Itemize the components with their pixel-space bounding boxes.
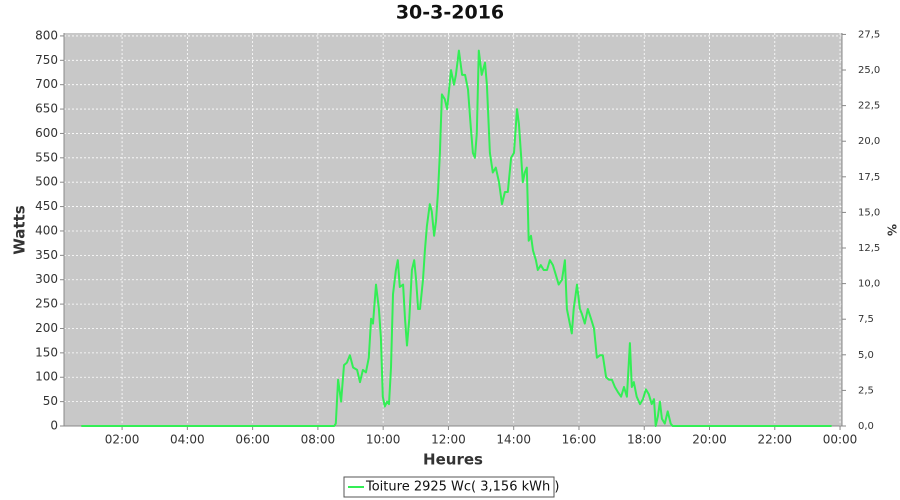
x-tick-label: 10:00 [366, 433, 401, 447]
x-tick-label: 20:00 [692, 433, 727, 447]
y2-tick-label: 15,0 [858, 207, 880, 218]
y2-tick-label: 0,0 [858, 421, 874, 432]
legend-box [343, 476, 555, 498]
y2-tick-label: 10,0 [858, 279, 880, 290]
x-tick-label: 22:00 [757, 433, 792, 447]
y-tick-label: 250 [35, 297, 58, 311]
y2-tick-label: 20,0 [858, 136, 880, 147]
y-tick-label: 800 [35, 28, 58, 42]
y2-tick-label: 27,5 [858, 29, 880, 40]
y2-tick-label: 22,5 [858, 101, 880, 112]
chart-title: 30-3-2016 [396, 2, 504, 24]
x-tick-label: 06:00 [235, 433, 270, 447]
x-tick-label: 16:00 [562, 433, 597, 447]
legend-label: Toiture 2925 Wc( 3,156 kWh ) [365, 480, 559, 495]
x-axis-label: Heures [423, 451, 483, 469]
x-tick-label: 04:00 [170, 433, 205, 447]
y-tick-label: 600 [35, 126, 58, 140]
x-tick-label: 18:00 [627, 433, 662, 447]
y2-tick-label: 2,5 [858, 385, 874, 396]
y-tick-label: 450 [35, 199, 58, 213]
y-tick-label: 150 [35, 345, 58, 359]
x-tick-label: 08:00 [301, 433, 336, 447]
y-tick-label: 750 [35, 53, 58, 67]
y2-tick-label: 7,5 [858, 314, 874, 325]
y-tick-label: 350 [35, 248, 58, 262]
y2-tick-label: 17,5 [858, 172, 880, 183]
y-axis-label: Watts [11, 205, 29, 254]
y-tick-label: 0 [50, 419, 58, 433]
y-tick-label: 550 [35, 150, 58, 164]
y-tick-label: 700 [35, 77, 58, 91]
x-tick-label: 14:00 [496, 433, 531, 447]
plot-area [64, 33, 842, 426]
x-tick-label: 00:00 [823, 433, 858, 447]
y-tick-label: 200 [35, 321, 58, 335]
y2-axis-label: % [885, 224, 899, 236]
y-tick-label: 300 [35, 272, 58, 286]
y-tick-label: 100 [35, 370, 58, 384]
legend: Toiture 2925 Wc( 3,156 kWh ) [343, 476, 559, 498]
y-tick-label: 50 [43, 394, 58, 408]
y2-tick-label: 12,5 [858, 243, 880, 254]
y-tick-label: 500 [35, 175, 58, 189]
series-line [81, 49, 832, 427]
y-tick-label: 650 [35, 102, 58, 116]
y2-tick-label: 5,0 [858, 350, 874, 361]
y2-tick-label: 25,0 [858, 65, 880, 76]
x-tick-label: 02:00 [105, 433, 140, 447]
y-tick-label: 400 [35, 223, 58, 237]
x-tick-label: 12:00 [431, 433, 466, 447]
